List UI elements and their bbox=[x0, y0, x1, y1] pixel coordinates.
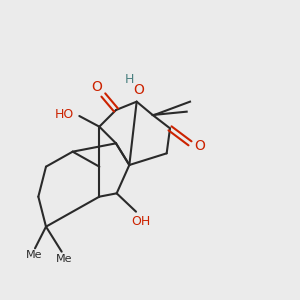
Text: O: O bbox=[133, 83, 144, 97]
Text: H: H bbox=[125, 73, 134, 86]
Text: OH: OH bbox=[131, 215, 151, 228]
Text: Me: Me bbox=[56, 254, 72, 264]
Text: O: O bbox=[195, 139, 206, 153]
Text: Me: Me bbox=[26, 250, 42, 260]
Text: O: O bbox=[91, 80, 102, 94]
Text: HO: HO bbox=[55, 107, 74, 121]
